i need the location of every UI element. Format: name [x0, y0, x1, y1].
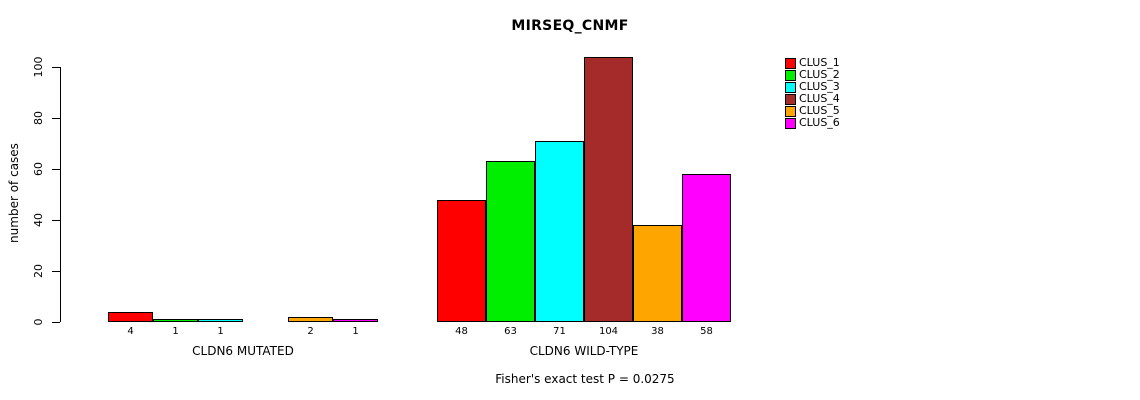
legend-item: CLUS_4 [785, 93, 840, 105]
bar-value-labels-mutated: 4 1 1 2 1 [108, 326, 378, 337]
bar-clus_3 [535, 141, 584, 322]
bar-value-label: 71 [553, 326, 566, 337]
y-tick-label: 20 [31, 264, 45, 278]
bar-value-label [243, 326, 288, 337]
y-tick-label: 0 [31, 318, 45, 326]
bar-clus_5 [633, 225, 682, 322]
legend-swatch [785, 69, 796, 81]
bar-value-label: 2 [307, 326, 314, 337]
legend-label: CLUS_1 [799, 56, 840, 69]
y-tick-mark [52, 220, 60, 221]
legend-item: CLUS_2 [785, 69, 840, 81]
bar-value-label: 1 [217, 326, 224, 337]
legend-swatch [785, 57, 796, 69]
legend-item: CLUS_5 [785, 105, 840, 117]
group-label-wildtype: CLDN6 WILD-TYPE [529, 344, 639, 358]
bar-clus_5 [288, 317, 333, 322]
y-tick-label: 100 [31, 56, 45, 78]
bar-value-label: 1 [352, 326, 359, 337]
y-tick-mark [52, 271, 60, 272]
bar-clus_2 [486, 161, 535, 322]
legend-swatch [785, 93, 796, 105]
bar-clus_1 [437, 200, 486, 322]
bar-clus_6 [682, 174, 731, 322]
legend-swatch [785, 105, 796, 117]
bar-value-labels-wildtype: 48 63 71 104 38 58 [437, 326, 731, 337]
bar-clus_3 [198, 319, 243, 322]
bar-value-label: 63 [504, 326, 517, 337]
legend-label: CLUS_2 [799, 68, 840, 81]
legend-label: CLUS_4 [799, 92, 840, 105]
legend-swatch [785, 117, 796, 129]
bar-group-wildtype [437, 0, 731, 322]
y-tick-mark [52, 118, 60, 119]
y-tick-label: 80 [31, 111, 45, 125]
y-tick-mark [52, 169, 60, 170]
chart-title: MIRSEQ_CNMF [511, 18, 629, 34]
bar-value-label: 104 [598, 326, 619, 337]
legend: CLUS_1 CLUS_2 CLUS_3 CLUS_4 CLUS_5 CLUS_6 [785, 57, 840, 129]
bar-clus_1 [108, 312, 153, 322]
bar-value-label: 48 [455, 326, 468, 337]
legend-item: CLUS_6 [785, 117, 840, 129]
bar-group-mutated [108, 0, 378, 322]
legend-label: CLUS_3 [799, 80, 840, 93]
bar-clus_4 [584, 57, 633, 322]
bar-value-label: 38 [651, 326, 664, 337]
y-tick-mark [52, 67, 60, 68]
legend-swatch [785, 81, 796, 93]
legend-item: CLUS_1 [785, 57, 840, 69]
group-label-mutated: CLDN6 MUTATED [192, 344, 294, 358]
bar-value-label: 58 [700, 326, 713, 337]
bar-value-label: 1 [172, 326, 179, 337]
bar-clus_2 [153, 319, 198, 322]
fisher-test-annotation: Fisher's exact test P = 0.0275 [495, 372, 675, 386]
y-tick-mark [52, 322, 60, 323]
y-tick-label: 40 [31, 213, 45, 227]
legend-item: CLUS_3 [785, 81, 840, 93]
legend-label: CLUS_6 [799, 116, 840, 129]
bar-value-label: 4 [127, 326, 134, 337]
y-axis [60, 67, 61, 322]
y-axis-label: number of cases [7, 143, 21, 243]
legend-label: CLUS_5 [799, 104, 840, 117]
bar-clus_6 [333, 319, 378, 322]
y-tick-label: 60 [31, 162, 45, 176]
